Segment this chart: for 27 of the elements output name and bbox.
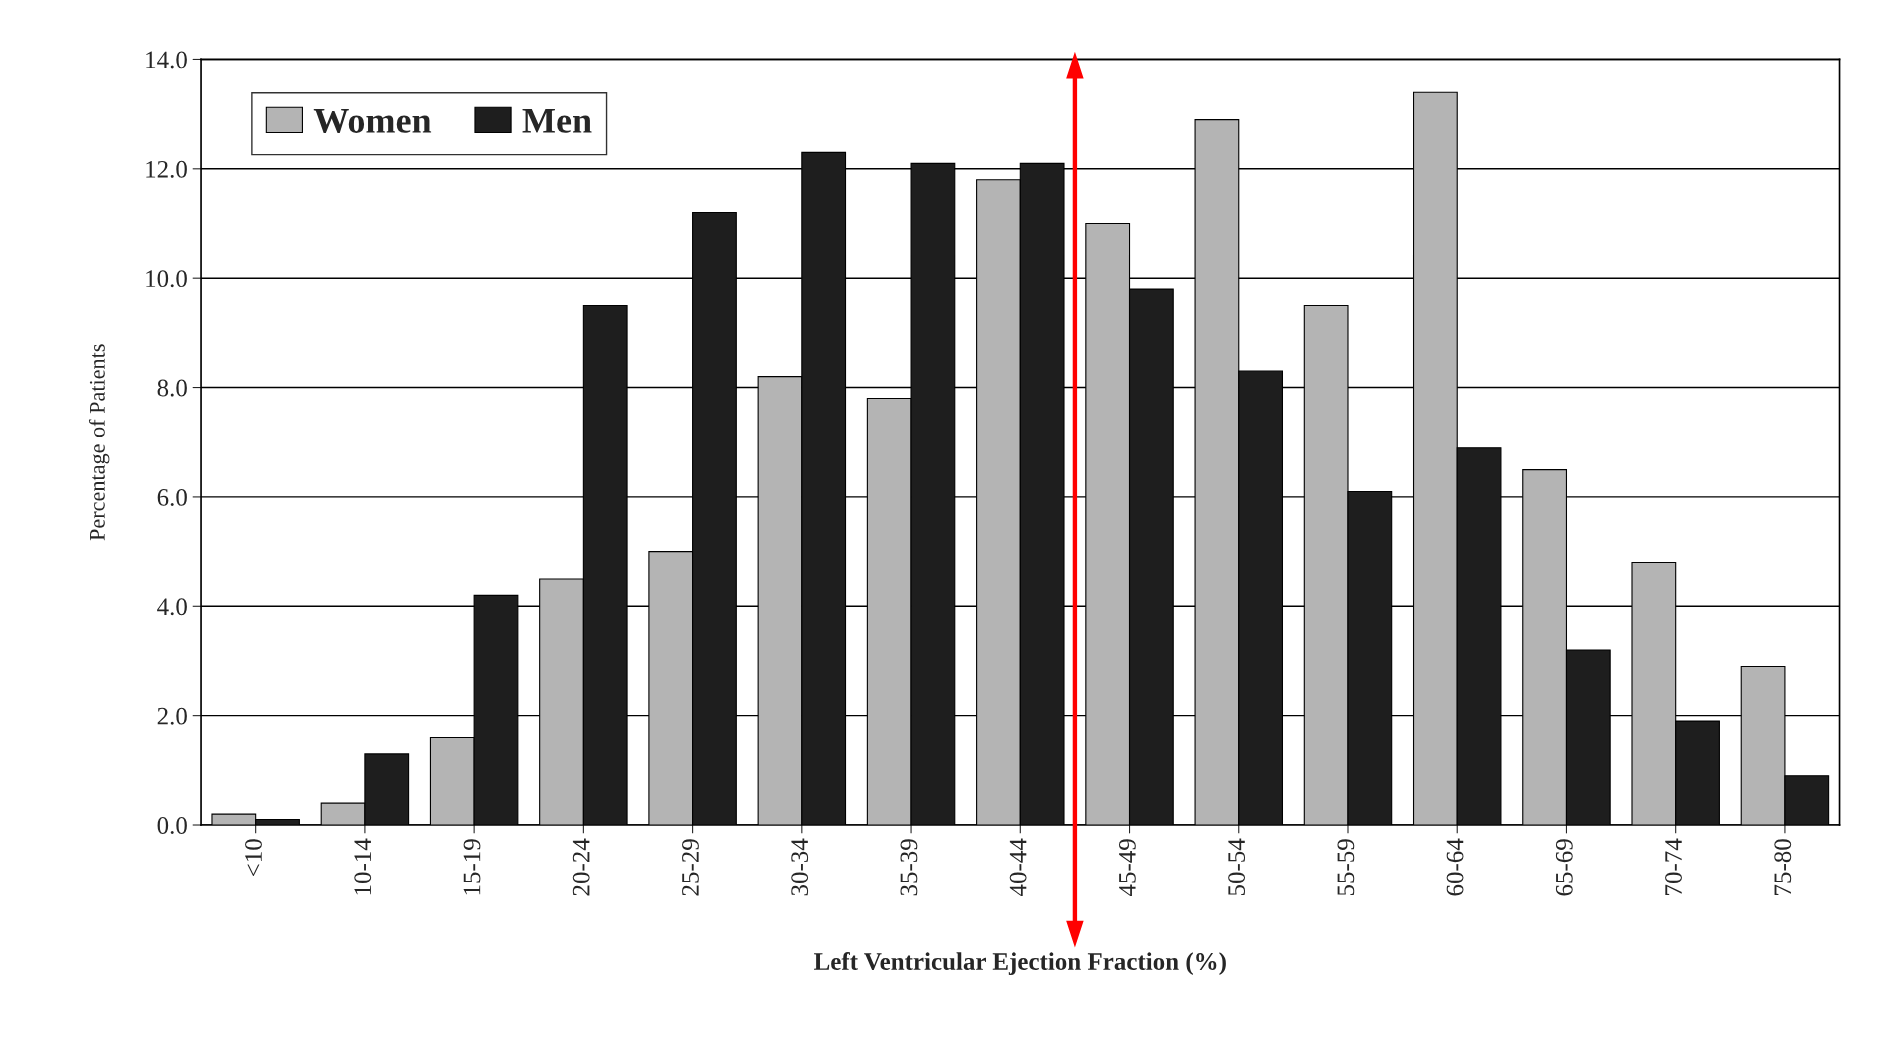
x-tick-label: 10-14 <box>354 838 372 895</box>
y-tick-label: 0.0 <box>157 817 187 835</box>
y-tick-label: 2.0 <box>157 707 187 725</box>
y-tick-label: 14.0 <box>146 51 187 69</box>
x-tick-label: 40-44 <box>1009 838 1027 897</box>
x-axis-title: Left Ventricular Ejection Fraction (%) <box>814 952 1226 976</box>
x-tick-label: 45-49 <box>1118 839 1136 897</box>
y-tick-label: 10.0 <box>146 270 187 288</box>
y-tick-label: 8.0 <box>157 379 187 397</box>
x-tick-label: 70-74 <box>1665 838 1682 895</box>
legend-label: Women <box>313 108 432 134</box>
y-tick-label: 4.0 <box>157 598 187 616</box>
x-tick-label: <10 <box>245 839 262 877</box>
x-tick-label: 35-39 <box>900 839 918 896</box>
x-tick-label: 15-19 <box>463 839 481 895</box>
y-tick-label: 6.0 <box>157 488 187 506</box>
y-axis-title: Percentage of Patients <box>88 344 110 541</box>
x-tick-label: 75-80 <box>1774 839 1792 895</box>
x-tick-label: 50-54 <box>1228 838 1246 896</box>
y-tick-label: 12.0 <box>146 160 187 178</box>
legend-label: Men <box>522 108 592 133</box>
x-tick-label: 60-64 <box>1446 838 1464 896</box>
x-tick-label: 55-59 <box>1337 839 1355 896</box>
x-tick-label: 30-34 <box>791 838 809 896</box>
x-tick-label: 65-69 <box>1555 839 1573 896</box>
x-tick-label: 20-24 <box>572 838 590 896</box>
x-tick-label: 25-29 <box>682 839 699 896</box>
